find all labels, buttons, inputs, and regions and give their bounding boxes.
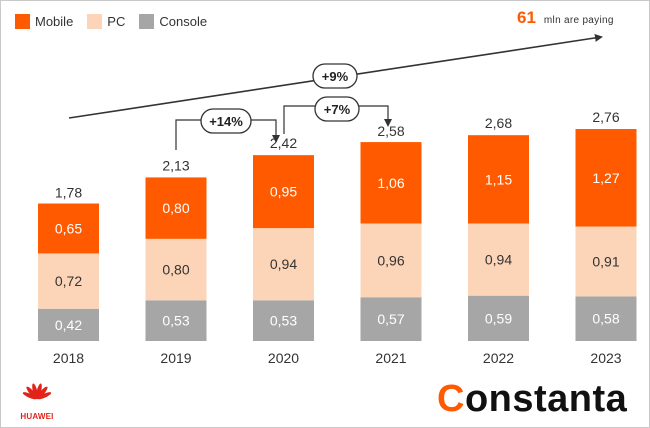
bar-pc-2023 — [575, 226, 637, 297]
constanta-logo-rest: onstanta — [464, 378, 628, 420]
growth-label-box-2020-2021 — [314, 96, 360, 122]
bar-console-2022 — [468, 295, 529, 341]
total-label-2019: 2,13 — [162, 157, 189, 173]
huawei-wordmark: HUAWEI — [20, 412, 54, 421]
bar-label-pc-2018: 0,72 — [55, 273, 82, 289]
legend-swatch-console — [139, 14, 155, 29]
legend-item-mobile: Mobile — [15, 14, 73, 29]
bar-label-mobile-2020: 0,95 — [270, 184, 297, 200]
legend-item-pc: PC — [87, 14, 125, 29]
bar-console-2018 — [38, 308, 99, 341]
total-label-2018: 1,78 — [55, 184, 82, 200]
x-tick-label-2018: 2018 — [53, 350, 84, 366]
huawei-logo: HUAWEI — [15, 382, 59, 421]
legend-swatch-pc — [87, 14, 103, 29]
total-label-2021: 2,58 — [377, 123, 404, 139]
bar-label-pc-2022: 0,94 — [485, 252, 512, 268]
constanta-logo: Constanta — [437, 377, 627, 421]
total-label-2020: 2,42 — [270, 135, 297, 151]
bar-mobile-2023 — [575, 129, 637, 227]
bar-label-pc-2023: 0,91 — [592, 254, 619, 270]
bar-pc-2020 — [253, 228, 314, 301]
legend: Mobile PC Console — [15, 14, 221, 29]
x-tick-label-2023: 2023 — [590, 350, 621, 366]
bars-group: 0,42 0,72 0,65 1,78 2018 0,53 0,80 0,80 2,13 2019… — [38, 109, 637, 366]
trend-label-box — [312, 63, 358, 89]
bar-mobile-2018 — [38, 203, 99, 254]
bar-label-pc-2021: 0,96 — [377, 252, 404, 268]
bar-label-console-2022: 0,59 — [485, 310, 512, 326]
bar-label-console-2018: 0,42 — [55, 317, 82, 333]
bar-pc-2022 — [468, 223, 529, 296]
huawei-petal-icon — [22, 383, 52, 400]
bar-label-console-2020: 0,53 — [270, 313, 297, 329]
total-label-2023: 2,76 — [592, 109, 619, 125]
bar-mobile-2020 — [253, 155, 314, 229]
x-tick-label-2021: 2021 — [375, 350, 406, 366]
bar-label-mobile-2021: 1,06 — [377, 175, 404, 191]
bar-label-console-2023: 0,58 — [592, 311, 619, 327]
legend-label-pc: PC — [107, 14, 126, 29]
bar-label-pc-2019: 0,80 — [162, 262, 189, 278]
legend-swatch-mobile — [15, 14, 30, 29]
bar-mobile-2019 — [145, 177, 207, 239]
bar-pc-2021 — [360, 223, 422, 298]
bar-label-mobile-2019: 0,80 — [162, 200, 189, 216]
growth-label-2019-2020: +14% — [209, 114, 243, 129]
bar-console-2020 — [253, 300, 314, 341]
paying-text: mln are paying — [543, 15, 614, 26]
bar-pc-2018 — [38, 253, 99, 309]
legend-label-mobile: Mobile — [35, 14, 74, 29]
total-label-2022: 2,68 — [485, 115, 512, 131]
x-tick-label-2022: 2022 — [483, 350, 514, 366]
bar-console-2023 — [575, 296, 637, 341]
growth-label-2020-2021: +7% — [324, 102, 351, 117]
paying-users-callout: 61 mln are paying — [517, 8, 614, 28]
growth-label-box-2019-2020 — [200, 108, 252, 134]
bar-console-2019 — [145, 300, 207, 341]
bar-label-console-2021: 0,57 — [377, 311, 404, 327]
bar-label-mobile-2018: 0,65 — [55, 220, 82, 236]
legend-item-console: Console — [139, 14, 207, 29]
trend-label: +9% — [322, 69, 349, 84]
paying-number: 61 — [517, 8, 536, 27]
x-tick-label-2020: 2020 — [268, 350, 299, 366]
constanta-logo-c: C — [437, 378, 465, 420]
bar-label-mobile-2022: 1,15 — [485, 171, 512, 187]
legend-label-console: Console — [159, 14, 208, 29]
bar-console-2021 — [360, 297, 422, 341]
bar-label-mobile-2023: 1,27 — [592, 170, 619, 186]
bar-mobile-2022 — [468, 135, 529, 224]
bar-label-pc-2020: 0,94 — [270, 256, 297, 272]
bar-mobile-2021 — [360, 142, 422, 224]
x-tick-label-2019: 2019 — [160, 350, 191, 366]
bar-pc-2019 — [145, 238, 207, 301]
bar-label-console-2019: 0,53 — [162, 313, 189, 329]
